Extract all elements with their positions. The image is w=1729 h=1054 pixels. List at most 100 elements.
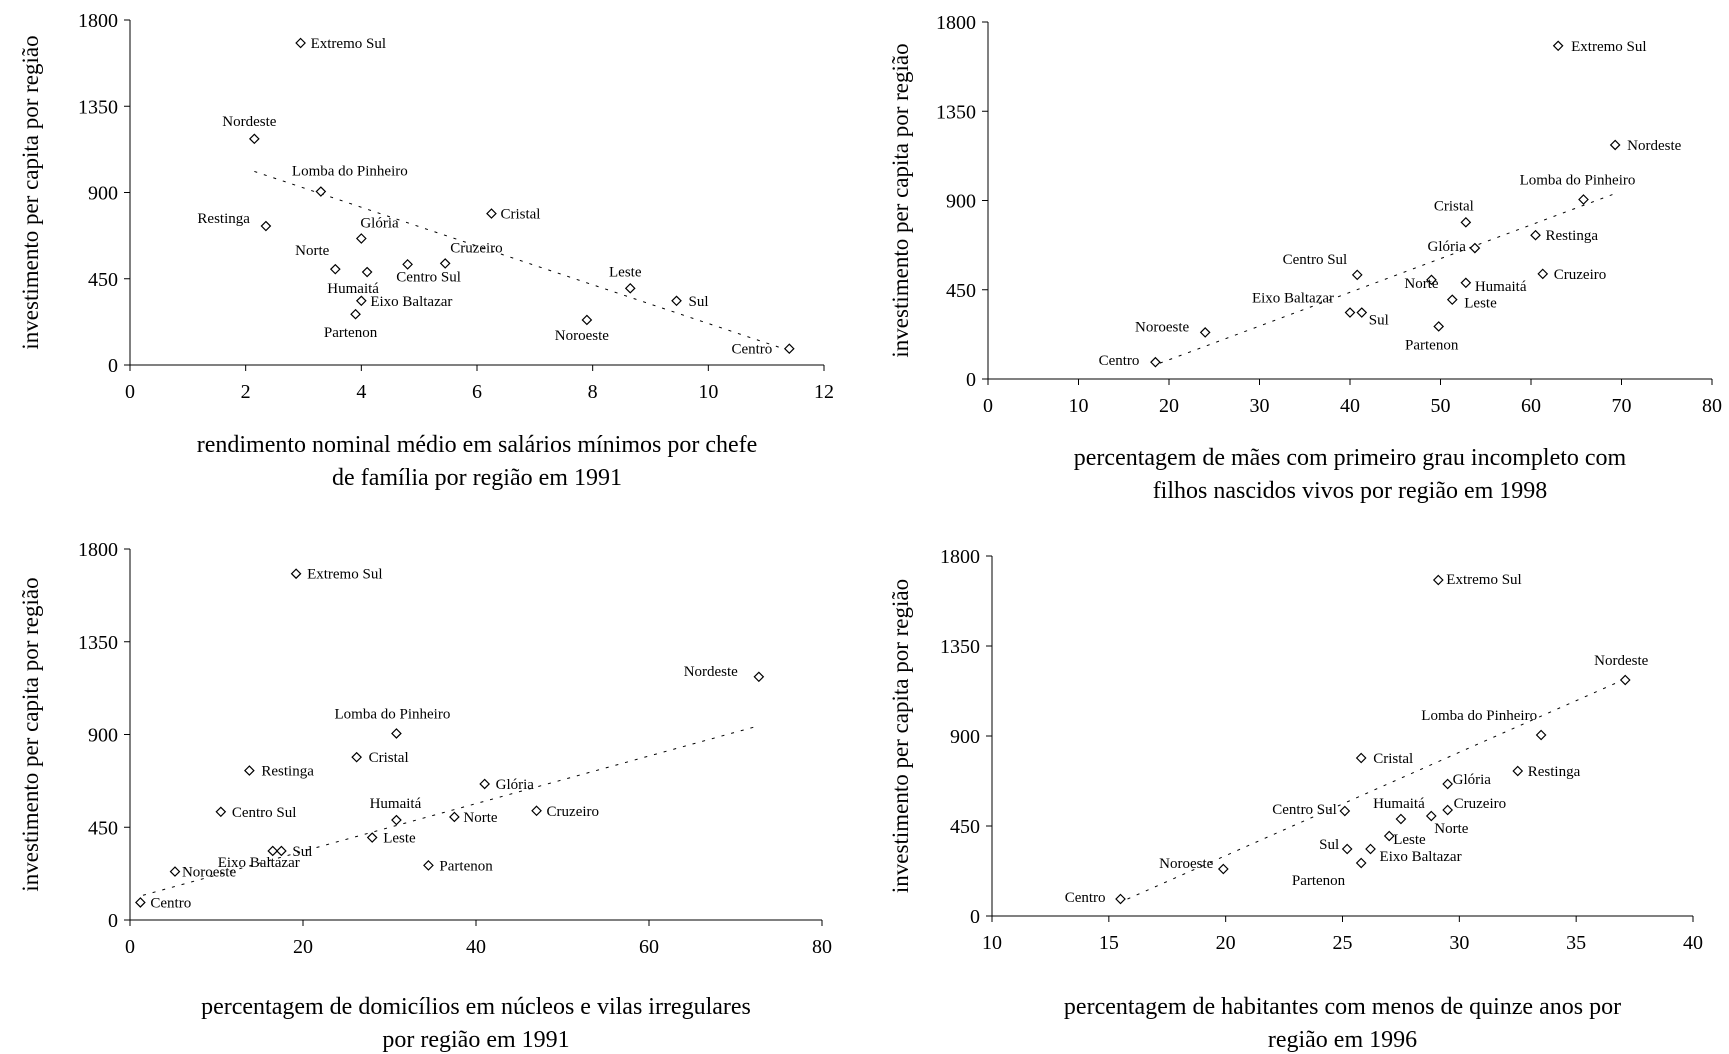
- point-label-norte: Norte: [1434, 821, 1468, 837]
- x-tick-label: 8: [588, 381, 598, 403]
- point-label-partenon: Partenon: [439, 858, 493, 874]
- data-point-eixo-baltazar: [267, 845, 279, 857]
- x-tick-label: 4: [356, 381, 366, 403]
- data-point-noroeste: [1199, 327, 1211, 338]
- x-tick-label: 10: [1069, 395, 1089, 417]
- data-point-cruzeiro: [439, 258, 451, 269]
- y-tick-label: 450: [88, 817, 118, 839]
- x-tick-label: 70: [1612, 395, 1632, 417]
- point-label-extremo-sul: Extremo Sul: [307, 567, 382, 583]
- scatter-chart-3: 0 450 900 1350 1800 0 20 40 60 80 investimento per…: [18, 539, 832, 1053]
- x-tick-label: 60: [639, 936, 659, 958]
- point-label-cruzeiro: Cruzeiro: [1454, 796, 1506, 812]
- data-point-extremo-sul: [290, 568, 302, 580]
- point-label-humaita: Humaitá: [1475, 279, 1527, 295]
- point-label-extremo-sul: Extremo Sul: [1446, 572, 1521, 588]
- x-tick-label: 40: [466, 936, 486, 958]
- data-point-partenon: [423, 860, 434, 871]
- data-point-lomba-do-pinheiro: [391, 728, 402, 739]
- x-tick-label: 20: [1159, 395, 1179, 417]
- data-point-gloria: [1469, 242, 1481, 254]
- x-tick-label: 60: [1521, 395, 1541, 417]
- x-axis-label-line-1: percentagem de domicílios em núcleos e v…: [201, 994, 751, 1020]
- y-tick-label: 1350: [78, 632, 118, 654]
- y-tick-label: 1800: [78, 10, 118, 32]
- x-axis-label-line-2: filhos nascidos vivos por região em 1998: [1153, 478, 1548, 504]
- x-tick-label: 40: [1340, 395, 1360, 417]
- point-label-noroeste: Noroeste: [182, 865, 236, 881]
- point-label-leste: Leste: [383, 831, 416, 847]
- data-point-extremo-sul: [1432, 574, 1444, 586]
- x-axis-label-line-2: região em 1996: [1268, 1027, 1417, 1053]
- x-tick-label: 35: [1566, 932, 1586, 954]
- y-tick-label: 1350: [940, 636, 980, 658]
- y-tick-label: 450: [946, 280, 976, 302]
- data-point-cristal: [1460, 216, 1472, 228]
- point-label-extremo-sul: Extremo Sul: [1571, 39, 1646, 55]
- scatter-chart-1: 0 450 900 1350 1800 0 2 4 6 8 10 12 investimento per…: [18, 10, 834, 491]
- data-point-nordeste: [1609, 139, 1621, 151]
- point-label-nordeste: Nordeste: [1627, 138, 1681, 154]
- data-point-lomba-do-pinheiro: [1578, 194, 1589, 205]
- x-tick-label: 80: [812, 936, 832, 958]
- point-label-centro: Centro: [731, 342, 772, 358]
- data-point-partenon: [1433, 321, 1445, 332]
- point-label-cristal: Cristal: [500, 207, 540, 223]
- point-label-lomba-do-pinheiro: Lomba do Pinheiro: [1520, 173, 1636, 189]
- data-point-centro: [1115, 893, 1126, 905]
- data-point-humaita: [1395, 813, 1407, 825]
- point-label-norte: Norte: [295, 243, 329, 259]
- y-tick-label: 1800: [940, 546, 980, 568]
- data-point-eixo-baltazar: [1344, 307, 1356, 318]
- data-point-norte: [449, 811, 460, 823]
- data-point-partenon: [350, 308, 361, 320]
- point-label-cristal: Cristal: [1373, 751, 1413, 767]
- point-label-partenon: Partenon: [1292, 873, 1346, 889]
- x-tick-label: 0: [983, 395, 993, 417]
- x-tick-label: 80: [1702, 395, 1722, 417]
- x-tick-label: 0: [125, 381, 135, 403]
- trendline: [142, 725, 758, 896]
- data-point-eixo-baltazar: [1365, 843, 1376, 855]
- point-label-norte: Norte: [1404, 276, 1438, 292]
- data-point-cristal: [486, 208, 497, 219]
- point-label-gloria: Glória: [1428, 239, 1467, 255]
- data-point-gloria: [355, 233, 367, 244]
- data-point-extremo-sul: [295, 37, 306, 49]
- data-point-restinga: [244, 765, 255, 776]
- point-label-leste: Leste: [1464, 296, 1497, 312]
- x-tick-label: 30: [1250, 395, 1270, 417]
- data-point-norte: [1426, 274, 1437, 286]
- data-point-centro-sul: [1351, 269, 1363, 281]
- y-tick-label: 900: [88, 725, 118, 747]
- point-label-sul: Sul: [292, 844, 312, 860]
- y-axis-label: investimento per capita por região: [18, 577, 43, 891]
- data-point-sul: [1356, 307, 1368, 318]
- data-point-centro-sul: [1339, 805, 1351, 817]
- data-point-lomba-do-pinheiro: [315, 186, 327, 197]
- trendline: [1127, 679, 1624, 900]
- point-label-centro-sul: Centro Sul: [1272, 802, 1337, 818]
- point-label-centro: Centro: [1065, 890, 1106, 906]
- point-label-noroeste: Noroeste: [555, 328, 609, 344]
- data-point-leste: [1383, 830, 1395, 842]
- point-label-noroeste: Noroeste: [1135, 319, 1189, 335]
- point-label-lomba-do-pinheiro: Lomba do Pinheiro: [292, 164, 408, 180]
- x-tick-label: 25: [1333, 932, 1353, 954]
- point-label-sul: Sul: [1369, 313, 1389, 329]
- point-label-humaita: Humaitá: [327, 281, 379, 297]
- trendline: [254, 170, 784, 350]
- point-label-centro-sul: Centro Sul: [396, 269, 461, 285]
- data-point-centro-sul: [402, 259, 413, 270]
- data-point-restinga: [260, 220, 272, 232]
- y-axis-label: investimento per capita por região: [888, 579, 913, 893]
- x-tick-label: 2: [241, 381, 251, 403]
- data-point-cruzeiro: [1442, 804, 1453, 816]
- data-point-cristal: [351, 751, 362, 763]
- point-label-nordeste: Nordeste: [222, 114, 276, 130]
- point-label-humaita: Humaitá: [370, 796, 422, 812]
- y-axis-label: investimento per capita por região: [888, 43, 913, 357]
- point-label-noroeste: Noroeste: [1159, 856, 1213, 872]
- data-point-sul: [1341, 843, 1353, 855]
- point-label-eixo-baltazar: Eixo Baltazar: [370, 294, 452, 310]
